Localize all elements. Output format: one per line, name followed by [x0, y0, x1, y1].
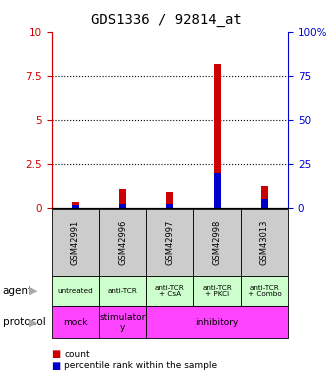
Text: GSM43013: GSM43013	[260, 219, 269, 265]
Text: GSM42998: GSM42998	[212, 220, 222, 265]
Bar	[72, 202, 79, 208]
Text: ■: ■	[52, 350, 61, 359]
Text: ▶: ▶	[29, 286, 38, 296]
Bar	[72, 205, 79, 208]
Text: agent: agent	[3, 286, 33, 296]
Bar	[261, 186, 268, 208]
Text: anti-TCR: anti-TCR	[108, 288, 138, 294]
Text: anti-TCR
+ PKCi: anti-TCR + PKCi	[202, 285, 232, 297]
Text: GSM42991: GSM42991	[71, 220, 80, 265]
Text: count: count	[64, 350, 90, 359]
Text: mock: mock	[63, 318, 88, 327]
Text: percentile rank within the sample: percentile rank within the sample	[64, 361, 217, 370]
Bar	[213, 64, 221, 208]
Text: GSM42997: GSM42997	[165, 220, 174, 265]
Bar	[166, 204, 173, 208]
Text: GSM42996: GSM42996	[118, 220, 127, 265]
Text: ■: ■	[52, 361, 61, 370]
Bar	[261, 200, 268, 208]
Bar	[213, 173, 221, 208]
Text: stimulator
y: stimulator y	[99, 313, 146, 332]
Bar	[119, 189, 126, 208]
Text: anti-TCR
+ CsA: anti-TCR + CsA	[155, 285, 185, 297]
Bar	[119, 204, 126, 208]
Text: GDS1336 / 92814_at: GDS1336 / 92814_at	[91, 13, 242, 27]
Bar	[166, 192, 173, 208]
Text: protocol: protocol	[3, 317, 45, 327]
Text: untreated: untreated	[57, 288, 93, 294]
Text: inhibitory: inhibitory	[195, 318, 239, 327]
Text: ▶: ▶	[29, 317, 38, 327]
Text: anti-TCR
+ Combo: anti-TCR + Combo	[247, 285, 281, 297]
